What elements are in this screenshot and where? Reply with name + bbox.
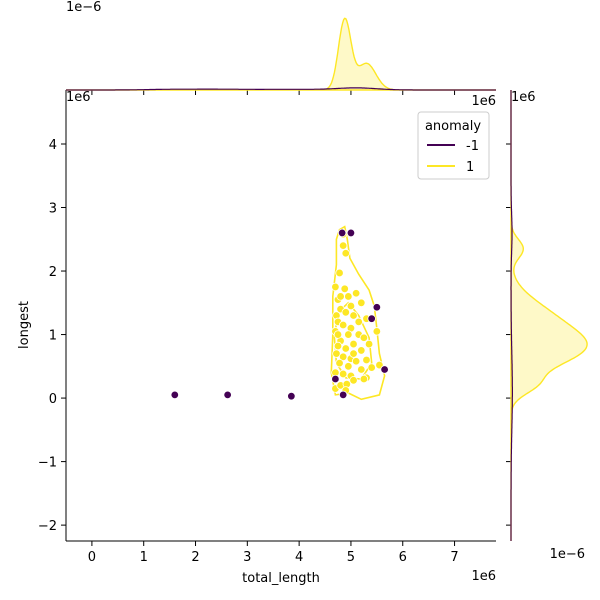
x-axis-label: total_length (242, 571, 320, 586)
top-marginal-ticks (91, 90, 456, 95)
data-point (337, 228, 347, 238)
data-point (357, 346, 366, 355)
data-point (364, 339, 374, 349)
data-point (335, 358, 344, 368)
data-point (351, 289, 361, 298)
x-tick-label: 3 (243, 550, 251, 565)
data-point (349, 349, 358, 358)
legend: anomaly -1 1 (417, 111, 490, 180)
data-point (170, 390, 179, 400)
data-point (333, 330, 343, 339)
data-point (333, 341, 343, 351)
x-tick-label: 7 (450, 550, 458, 565)
data-point (367, 314, 376, 323)
y-tick-label: 4 (49, 138, 57, 153)
data-point (341, 249, 350, 258)
y-tick-label: 1 (49, 329, 57, 344)
data-point (349, 339, 358, 349)
data-point (354, 317, 363, 327)
data-point (338, 369, 348, 379)
data-point (344, 292, 353, 301)
y-tick-label: −2 (38, 519, 57, 534)
data-point (346, 301, 356, 311)
y-tick-label: −1 (38, 456, 57, 471)
data-point (331, 282, 340, 292)
data-point (287, 391, 296, 401)
data-point (331, 374, 340, 384)
y-axis-label: longest (17, 301, 32, 349)
kde-outer-contour (330, 225, 386, 401)
scatter-points (170, 228, 389, 401)
top-marginal: 1e−6 (66, 0, 496, 95)
data-point (346, 228, 356, 238)
data-point (338, 352, 348, 361)
data-point (336, 292, 345, 301)
data-point (340, 284, 349, 294)
right-marginal: 1e6 1e−6 (506, 90, 588, 562)
right-marginal-ticks (506, 143, 511, 526)
data-point (335, 268, 344, 278)
top-marginal-kde (66, 17, 496, 91)
y-tick-label: 0 (49, 392, 57, 407)
data-point (338, 320, 348, 330)
data-point (359, 333, 369, 342)
data-point (332, 349, 341, 358)
data-point (380, 365, 389, 374)
x-tick-label: 4 (295, 550, 303, 565)
data-point (341, 308, 350, 317)
data-point (367, 363, 376, 372)
legend-title: anomaly (425, 119, 481, 134)
x-tick-label: 2 (191, 550, 199, 565)
x-tick-label: 5 (347, 550, 355, 565)
legend-label-anomaly: -1 (466, 139, 479, 154)
right-marginal-top-offset-label: 1e6 (511, 90, 536, 105)
data-point (362, 355, 371, 365)
x-tick-label: 0 (88, 550, 96, 565)
top-marginal-kde-anomaly (66, 87, 496, 91)
data-point (344, 330, 353, 339)
data-point (359, 374, 369, 384)
data-point (349, 376, 358, 385)
data-point (372, 303, 382, 312)
main-plot: 0 1 2 3 4 5 6 7 −2 −1 0 1 2 3 4 (38, 90, 496, 565)
main-top-offset-label: 1e6 (471, 94, 496, 109)
data-point (357, 365, 366, 374)
data-point (372, 327, 382, 336)
data-point (338, 390, 348, 400)
right-marginal-kde-anomaly (510, 90, 513, 541)
data-point (351, 357, 361, 366)
right-marginal-kde (510, 90, 588, 541)
y-offset-label: 1e6 (66, 90, 91, 105)
x-tick-label: 1 (140, 550, 148, 565)
y-tick-label: 3 (49, 202, 57, 217)
x-tick-label: 6 (399, 550, 407, 565)
data-point (341, 344, 350, 353)
data-point (338, 241, 348, 250)
y-axis-ticks: −2 −1 0 1 2 3 4 (38, 138, 66, 534)
x-offset-label: 1e6 (471, 569, 496, 584)
legend-label-normal: 1 (466, 160, 474, 175)
data-point (357, 298, 366, 307)
data-point (344, 362, 353, 371)
right-marginal-offset-label: 1e−6 (550, 547, 585, 562)
data-point (223, 390, 232, 400)
data-point (349, 311, 358, 320)
top-marginal-offset-label: 1e−6 (66, 0, 101, 15)
x-axis-ticks: 0 1 2 3 4 5 6 7 (88, 541, 459, 565)
y-tick-label: 2 (49, 265, 57, 280)
